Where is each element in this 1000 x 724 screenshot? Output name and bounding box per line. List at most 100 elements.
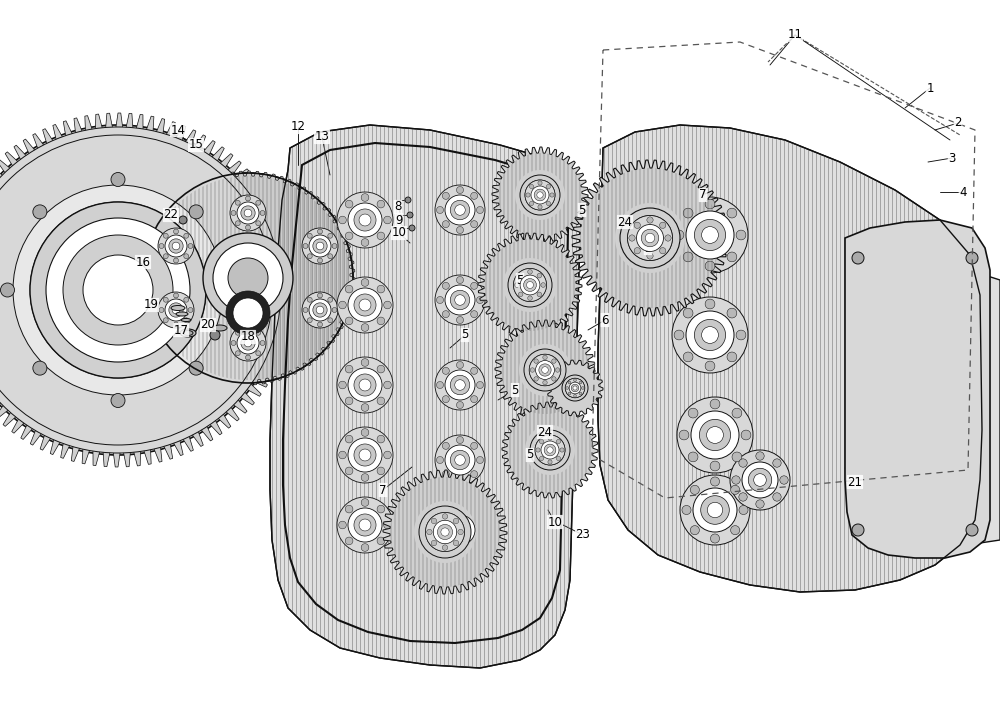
Circle shape	[431, 540, 437, 546]
Circle shape	[548, 436, 552, 440]
Circle shape	[552, 376, 556, 381]
Circle shape	[165, 299, 187, 321]
Circle shape	[377, 365, 385, 373]
Circle shape	[732, 452, 742, 462]
Circle shape	[456, 476, 464, 484]
Circle shape	[628, 216, 672, 261]
Circle shape	[244, 339, 252, 347]
Circle shape	[361, 279, 369, 287]
Circle shape	[345, 505, 353, 513]
Circle shape	[303, 243, 308, 248]
Text: 4: 4	[959, 185, 967, 198]
Circle shape	[450, 521, 470, 540]
Circle shape	[552, 359, 556, 363]
Circle shape	[683, 352, 693, 362]
Circle shape	[235, 221, 240, 226]
Text: 18: 18	[241, 330, 255, 343]
Circle shape	[660, 248, 666, 254]
Circle shape	[756, 500, 764, 508]
Circle shape	[571, 384, 579, 392]
Circle shape	[237, 202, 259, 224]
Circle shape	[442, 471, 449, 478]
Circle shape	[231, 340, 236, 345]
Ellipse shape	[181, 319, 191, 321]
Circle shape	[477, 382, 484, 389]
Circle shape	[538, 181, 542, 185]
Text: 22: 22	[164, 209, 178, 222]
Circle shape	[377, 317, 385, 325]
Circle shape	[450, 375, 470, 395]
Circle shape	[727, 308, 737, 318]
Circle shape	[756, 452, 764, 460]
Circle shape	[546, 185, 551, 189]
Circle shape	[361, 499, 369, 506]
Polygon shape	[0, 113, 295, 467]
Circle shape	[233, 298, 263, 328]
Circle shape	[645, 233, 655, 243]
Circle shape	[436, 206, 444, 214]
Circle shape	[682, 505, 691, 515]
Circle shape	[694, 219, 726, 251]
Circle shape	[213, 243, 283, 313]
Text: 21: 21	[848, 476, 862, 489]
Circle shape	[246, 196, 250, 201]
Circle shape	[445, 515, 475, 545]
Circle shape	[169, 239, 183, 253]
Circle shape	[442, 545, 448, 550]
Circle shape	[518, 292, 523, 297]
Circle shape	[348, 368, 382, 402]
Circle shape	[456, 547, 464, 554]
Circle shape	[453, 518, 459, 523]
Circle shape	[235, 330, 240, 335]
Circle shape	[442, 193, 449, 199]
Circle shape	[230, 195, 266, 231]
Circle shape	[471, 221, 478, 227]
Circle shape	[354, 374, 376, 396]
Text: 12: 12	[290, 120, 306, 133]
Circle shape	[526, 193, 530, 197]
Circle shape	[520, 175, 560, 215]
Circle shape	[565, 378, 585, 397]
Circle shape	[359, 214, 371, 226]
Circle shape	[188, 243, 193, 248]
Circle shape	[525, 180, 555, 210]
Circle shape	[574, 395, 576, 397]
Circle shape	[674, 230, 684, 240]
Circle shape	[256, 201, 261, 205]
Polygon shape	[270, 125, 582, 668]
Circle shape	[701, 496, 729, 524]
Text: 16: 16	[136, 256, 150, 269]
Polygon shape	[502, 402, 598, 498]
Circle shape	[30, 202, 206, 378]
Circle shape	[524, 349, 566, 391]
Circle shape	[691, 411, 739, 459]
Circle shape	[442, 395, 449, 403]
Circle shape	[455, 205, 465, 215]
Circle shape	[230, 325, 266, 361]
Circle shape	[736, 230, 746, 240]
Circle shape	[359, 299, 371, 311]
Circle shape	[647, 217, 653, 223]
Circle shape	[537, 292, 542, 297]
Circle shape	[665, 235, 671, 241]
Circle shape	[739, 459, 747, 467]
Circle shape	[13, 185, 223, 395]
Circle shape	[246, 355, 250, 360]
Circle shape	[705, 199, 715, 209]
Circle shape	[569, 382, 581, 394]
Circle shape	[477, 457, 484, 463]
Circle shape	[377, 467, 385, 475]
Circle shape	[163, 233, 168, 238]
Circle shape	[442, 513, 449, 519]
Circle shape	[966, 252, 978, 264]
Circle shape	[159, 308, 164, 313]
Circle shape	[529, 354, 561, 386]
Polygon shape	[900, 248, 1000, 555]
Circle shape	[707, 502, 723, 518]
Circle shape	[535, 435, 565, 465]
Circle shape	[528, 296, 532, 300]
Circle shape	[345, 397, 353, 405]
Circle shape	[184, 254, 189, 258]
Circle shape	[345, 201, 353, 208]
Circle shape	[528, 269, 532, 274]
